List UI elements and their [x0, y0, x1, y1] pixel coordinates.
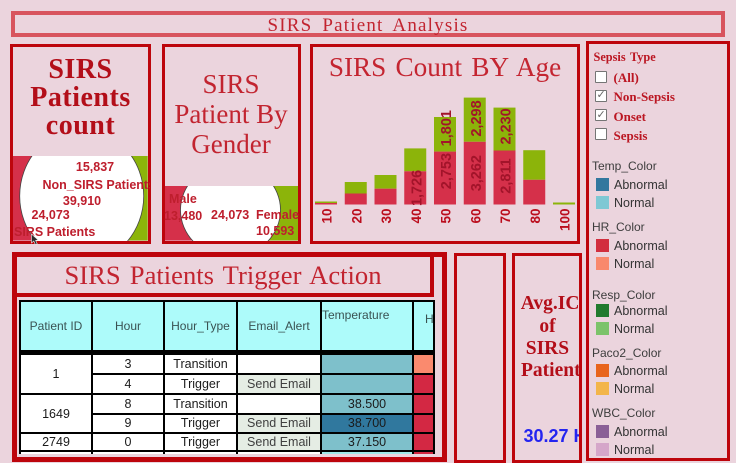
svg-text:70: 70: [498, 209, 513, 224]
svg-text:100: 100: [558, 209, 573, 232]
svg-text:40: 40: [409, 209, 424, 224]
svg-text:50: 50: [439, 209, 454, 224]
svg-text:2,298: 2,298: [469, 100, 485, 136]
svg-text:2,230: 2,230: [499, 108, 515, 144]
svg-text:2,753: 2,753: [439, 153, 455, 189]
svg-text:30: 30: [379, 209, 394, 224]
svg-text:3,262: 3,262: [469, 155, 485, 191]
svg-text:2,811: 2,811: [499, 158, 515, 194]
svg-text:10: 10: [320, 209, 335, 224]
svg-text:20: 20: [349, 209, 364, 224]
svg-text:1,726: 1,726: [409, 170, 425, 206]
svg-text:80: 80: [528, 209, 543, 224]
svg-text:1,801: 1,801: [439, 110, 455, 146]
svg-text:60: 60: [468, 209, 483, 224]
